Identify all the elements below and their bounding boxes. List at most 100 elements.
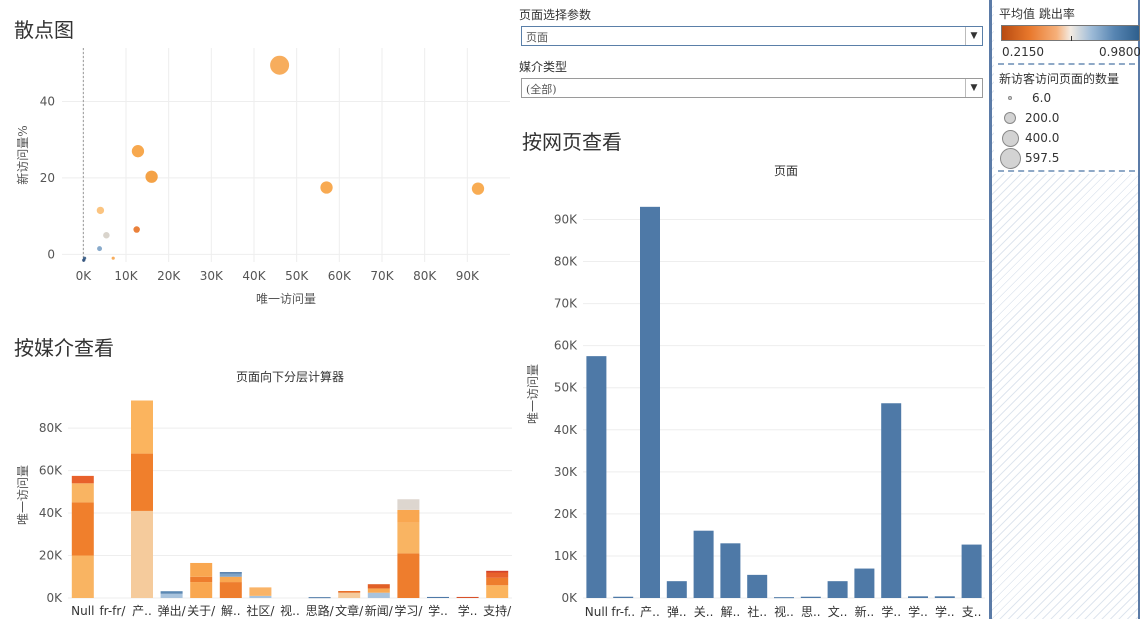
x-tick-label: 70K <box>370 269 394 283</box>
y-tick-label: 70K <box>554 297 578 311</box>
scatter-chart: 0K 10K 20K 30K 40K 50K 60K 70K 80K 90K 0 20 40 唯一访问量 新… <box>15 48 510 306</box>
stacked-bar-segment <box>190 562 213 577</box>
x-tick-label: 支.. <box>962 605 982 619</box>
page-param-select[interactable]: 页面 ▼ <box>521 26 983 46</box>
y-axis-title: 新访问量% <box>15 125 30 184</box>
bar <box>720 543 741 598</box>
x-tick-label: 60K <box>328 269 352 283</box>
x-tick-label: 文.. <box>828 604 848 619</box>
media-type-select[interactable]: (全部) ▼ <box>521 78 983 98</box>
x-tick-label: 产.. <box>640 605 660 619</box>
y-tick-label: 40K <box>554 423 578 437</box>
x-tick-label: 90K <box>456 269 480 283</box>
y-tick-label: 10K <box>554 549 578 563</box>
size-legend-item: 6.0 <box>998 88 1051 108</box>
stacked-bar-segment <box>190 582 213 598</box>
bar <box>586 356 607 598</box>
y-axis-title: 唯一访问量 <box>16 465 30 525</box>
x-tick-label: 思路/ <box>306 603 335 618</box>
x-tick-label: 文章/ <box>335 603 364 618</box>
bounce-color-ramp <box>1001 25 1140 41</box>
size-circle-icon <box>1001 129 1019 147</box>
size-legend-item: 200.0 <box>998 108 1059 128</box>
x-tick-label: fr-fr/ <box>99 604 126 618</box>
x-axis-title: 唯一访问量 <box>256 292 316 306</box>
scatter-point <box>103 231 110 239</box>
y-tick-label: 50K <box>554 381 578 395</box>
legend-panel: 平均值 跳出率 0.2150 0.9800 新访客访问页面的数量 6.0 200… <box>989 0 1140 619</box>
bounce-legend-title: 平均值 跳出率 <box>999 7 1075 21</box>
x-tick-label: 弹出/ <box>158 604 187 618</box>
ramp-center-marker <box>1071 36 1072 41</box>
stacked-bar-segment <box>338 592 361 598</box>
y-tick-label: 40 <box>40 95 55 109</box>
stacked-bar-segment <box>397 509 420 523</box>
stacked-bar-segment <box>71 502 94 556</box>
scatter-point <box>145 170 158 183</box>
x-tick-label: 产.. <box>132 604 152 618</box>
stacked-bar-segment <box>367 592 390 598</box>
scatter-point <box>111 256 115 260</box>
stacked-bar-segment <box>219 572 242 574</box>
stacked-bar-segment <box>71 483 94 503</box>
bar <box>774 597 794 599</box>
size-circle-icon <box>1004 112 1016 124</box>
stacked-bar-segment <box>397 499 420 510</box>
media-type-value: (全部) <box>526 83 557 96</box>
x-tick-label: fr-f.. <box>611 605 635 619</box>
stacked-bar-segment <box>427 596 449 598</box>
legend-divider <box>998 63 1135 65</box>
x-tick-label: 学习/ <box>394 603 423 618</box>
x-tick-label: Null <box>71 604 94 618</box>
stacked-bar-segment <box>456 596 479 598</box>
stacked-bar-segment <box>219 576 242 583</box>
y-axis-title: 唯一访问量 <box>526 364 540 424</box>
stacked-bar-segment <box>367 588 390 593</box>
stacked-bar-segment <box>160 591 183 594</box>
y-tick-label: 0 <box>47 247 55 261</box>
scatter-point <box>471 182 485 195</box>
x-tick-label: 新闻/ <box>365 603 394 618</box>
size-legend-title: 新访客访问页面的数量 <box>999 72 1120 86</box>
y-tick-label: 80K <box>554 255 578 269</box>
bar <box>693 530 714 598</box>
x-tick-label: 学.. <box>458 603 478 618</box>
scatter-title: 散点图 <box>14 18 74 42</box>
scatter-point <box>133 226 140 233</box>
stacked-bar-segment <box>160 593 183 598</box>
chevron-down-icon[interactable]: ▼ <box>965 79 982 97</box>
size-legend-value: 6.0 <box>1032 91 1052 105</box>
x-tick-label: 社.. <box>747 604 767 619</box>
x-tick-label: 解.. <box>721 605 741 619</box>
x-tick-label: 学.. <box>908 604 928 619</box>
chevron-down-icon[interactable]: ▼ <box>965 27 982 45</box>
scatter-point <box>96 206 105 215</box>
y-tick-label: 20K <box>39 549 63 563</box>
stacked-bar-segment <box>71 475 94 484</box>
x-tick-label: 80K <box>413 269 437 283</box>
bar <box>747 574 768 598</box>
y-tick-label: 20 <box>40 171 55 185</box>
x-tick-label: 学.. <box>935 604 955 619</box>
scatter-point <box>131 145 145 158</box>
size-legend-value: 400.0 <box>1025 131 1060 145</box>
size-legend-item: 400.0 <box>998 128 1059 148</box>
stacked-bar-segment <box>486 577 509 586</box>
x-tick-label: 视.. <box>280 603 300 618</box>
y-tick-label: 60K <box>554 339 578 353</box>
x-tick-label: 视.. <box>774 604 794 619</box>
bar <box>854 568 875 598</box>
stacked-bar-segment <box>486 572 509 578</box>
scatter-point <box>270 55 290 75</box>
bar <box>666 581 687 598</box>
page-chart-title: 按网页查看 <box>522 130 622 154</box>
x-tick-label: 新.. <box>855 604 875 619</box>
y-tick-label: 80K <box>39 421 63 435</box>
x-tick-label: 10K <box>114 269 138 283</box>
bar <box>881 403 902 598</box>
x-tick-label: 30K <box>200 269 224 283</box>
x-tick-label: 支持/ <box>483 603 512 618</box>
media-type-label: 媒介类型 <box>519 60 568 74</box>
x-tick-label: 0K <box>76 269 93 283</box>
y-tick-label: 20K <box>554 507 578 521</box>
